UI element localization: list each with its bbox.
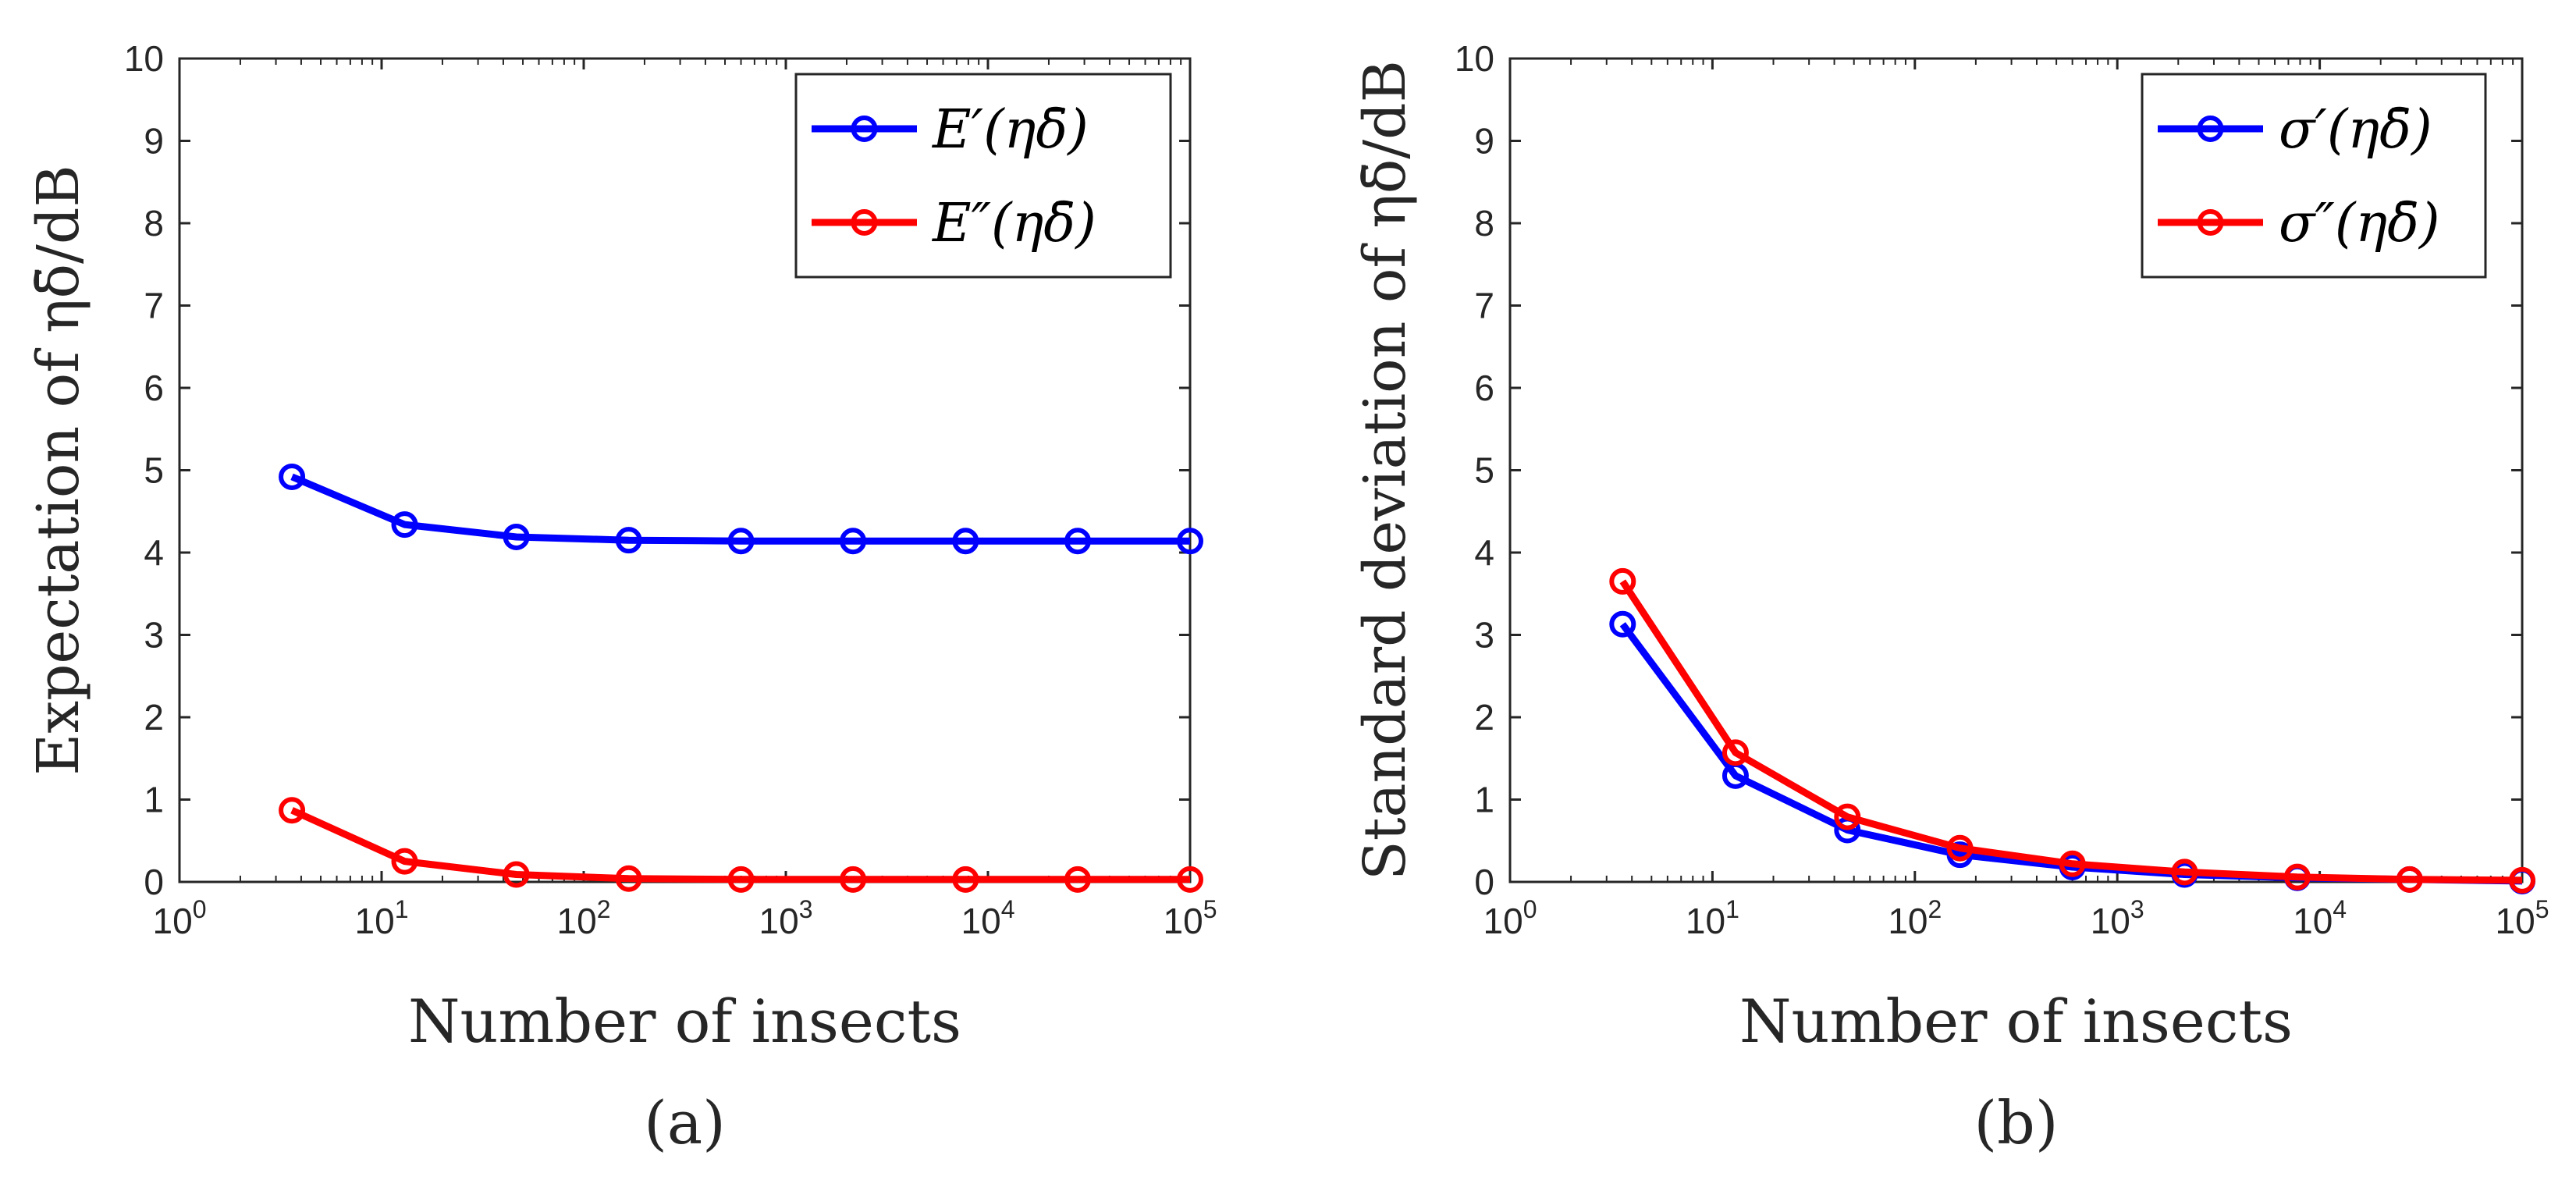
data-point xyxy=(1064,528,1092,555)
data-point xyxy=(2171,859,2198,886)
x-tick-label: 100 xyxy=(1483,895,1537,941)
x-tick-label: 104 xyxy=(961,895,1015,941)
data-point xyxy=(2283,863,2311,891)
y-tick-label: 5 xyxy=(1474,450,1494,491)
y-tick-label: 5 xyxy=(144,450,164,491)
legend: σ′(ηδ̄) σ″(ηδ̄) xyxy=(2141,73,2487,279)
y-axis-label: Standard deviation of ηδ̄/dB xyxy=(1352,60,1419,880)
y-tick-label: 6 xyxy=(144,368,164,408)
data-point xyxy=(279,463,306,490)
chart-panel-1: 0 1 2 3 4 5 6 7 8 9 10 100 101 102 103 104 105 E′(ηδ̄) E″(… xyxy=(25,38,1217,1157)
data-point xyxy=(2059,850,2086,877)
y-tick-label: 10 xyxy=(124,38,164,79)
data-point xyxy=(615,527,642,554)
chart-panel-2: 0 1 2 3 4 5 6 7 8 9 10 100 101 102 103 104 105 σ′(ηδ̄) σ″(… xyxy=(1352,38,2549,1157)
x-axis-label: Number of insects xyxy=(408,986,961,1056)
y-tick-label: 2 xyxy=(144,697,164,738)
panel-label: (b) xyxy=(1974,1088,2059,1157)
x-tick-label: 104 xyxy=(2293,895,2347,941)
x-tick-label: 102 xyxy=(557,895,611,941)
data-point xyxy=(1834,803,1861,830)
data-point xyxy=(615,865,642,892)
data-point xyxy=(1177,528,1203,555)
data-point xyxy=(952,528,979,555)
y-tick-label: 3 xyxy=(1474,615,1494,656)
series-line-2 xyxy=(290,807,1190,883)
x-tick-label: 105 xyxy=(1164,895,1217,941)
panel-label: (a) xyxy=(644,1088,726,1157)
y-tick-label: 1 xyxy=(144,780,164,820)
x-tick-label: 100 xyxy=(153,895,207,941)
data-point xyxy=(840,528,867,555)
legend-box xyxy=(2141,73,2487,279)
data-point xyxy=(279,797,306,824)
legend-label-2: σ″(ηδ̄) xyxy=(2279,193,2440,254)
y-tick-label: 9 xyxy=(1474,121,1494,162)
y-tick-label: 8 xyxy=(144,203,164,244)
y-tick-label: 4 xyxy=(1474,532,1494,573)
data-point xyxy=(1946,834,1974,862)
data-point xyxy=(1177,866,1203,893)
data-point xyxy=(1609,610,1636,638)
data-point xyxy=(952,866,979,893)
y-axis-label: Expectation of ηδ̄/dB xyxy=(25,165,92,775)
y-tick-label: 10 xyxy=(1455,38,1494,79)
x-tick-label: 101 xyxy=(1686,895,1739,941)
x-tick-label: 103 xyxy=(759,895,813,941)
data-point xyxy=(503,523,530,550)
y-tick-label: 7 xyxy=(1474,286,1494,326)
legend-marker-2 xyxy=(851,209,878,236)
y-tick-label: 2 xyxy=(1474,697,1494,738)
legend-label-1: E′(ηδ̄) xyxy=(931,99,1089,161)
data-point xyxy=(727,866,755,893)
y-tick-label: 0 xyxy=(144,862,164,902)
data-point xyxy=(2509,866,2535,894)
legend-box xyxy=(794,73,1172,279)
data-point xyxy=(727,528,755,555)
y-tick-label: 0 xyxy=(1474,862,1494,902)
data-point xyxy=(1721,739,1749,766)
data-point xyxy=(391,511,418,539)
y-tick-label: 6 xyxy=(1474,368,1494,408)
series-line-1 xyxy=(290,473,1190,545)
y-tick-label: 1 xyxy=(1474,780,1494,820)
data-point xyxy=(2396,866,2423,893)
data-point xyxy=(391,848,418,875)
x-tick-label: 105 xyxy=(2496,895,2549,941)
y-tick-label: 7 xyxy=(144,286,164,326)
data-point xyxy=(840,866,867,893)
y-tick-label: 4 xyxy=(144,532,164,573)
x-axis-label: Number of insects xyxy=(1739,986,2293,1056)
legend-marker-2 xyxy=(2197,209,2224,236)
legend-label-2: E″(ηδ̄) xyxy=(931,193,1096,254)
legend: E′(ηδ̄) E″(ηδ̄) xyxy=(794,73,1172,279)
series-line-2 xyxy=(1619,579,2523,884)
y-tick-label: 3 xyxy=(144,615,164,656)
legend-label-1: σ′(ηδ̄) xyxy=(2279,99,2432,161)
data-point xyxy=(1064,866,1092,893)
legend-marker-1 xyxy=(2197,116,2224,142)
y-tick-label: 9 xyxy=(144,121,164,162)
x-tick-label: 103 xyxy=(2091,895,2144,941)
data-point xyxy=(1609,567,1636,595)
x-tick-label: 102 xyxy=(1888,895,1942,941)
data-point xyxy=(503,861,530,888)
legend-marker-1 xyxy=(851,116,878,142)
x-tick-label: 101 xyxy=(355,895,409,941)
y-tick-label: 8 xyxy=(1474,203,1494,244)
